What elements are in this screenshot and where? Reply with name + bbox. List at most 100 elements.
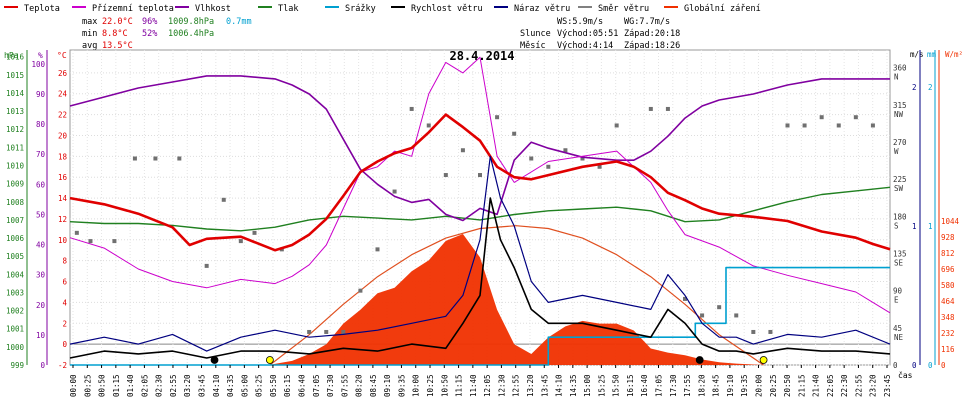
pct-tick-label: 100 [31,60,45,69]
dir-tick-compass: E [894,296,899,305]
wind-direction-point [409,106,414,111]
stat-avg-label: avg [82,41,97,51]
x-tick-label: 15:25 [597,374,606,397]
hpa-tick-label: 1009 [6,180,24,189]
legend-swatch [4,6,18,8]
stat-sun-label: Slunce [520,29,551,39]
temp-tick-label: -2 [58,361,67,370]
stat-moon-rise: Východ:4:14 [557,41,613,51]
stat-wg: WG:7.7m/s [624,17,670,27]
wind-direction-point [597,164,602,169]
x-tick-label: 23:45 [883,374,892,397]
temp-tick-label: 2 [62,319,67,328]
temp-tick-label: 18 [58,152,68,161]
hpa-tick-label: 1002 [6,307,24,316]
x-tick-label: 04:10 [212,374,221,397]
hpa-tick-label: 999 [10,361,24,370]
x-tick-label: 10:25 [426,374,435,397]
stat-max-hum: 96% [142,17,157,27]
legend-item-label: Přízemní teplota [92,4,174,14]
wm2-tick-label: 812 [941,249,955,258]
x-tick-label: 22:55 [854,374,863,397]
dir-tick-compass: S [894,221,899,230]
pct-tick-label: 0 [40,361,45,370]
x-tick-label: 14:10 [555,374,564,397]
x-tick-label: 12:55 [512,374,521,397]
x-tick-label: 14:35 [569,374,578,397]
wind-direction-point [252,230,257,235]
dir-tick-label: 45 [893,324,902,333]
wm2-tick-label: 232 [941,329,955,338]
x-tick-label: 01:15 [112,374,121,397]
hpa-tick-label: 1008 [6,198,25,207]
dir-tick-label: 270 [893,138,907,147]
temp-tick-label: 6 [62,278,67,287]
pct-tick-label: 70 [36,150,46,159]
wind-direction-point [614,123,619,128]
x-tick-label: 02:30 [155,374,164,397]
plot-series [69,56,891,366]
x-tick-label: 16:15 [626,374,635,397]
dir-tick-label: 135 [893,249,907,258]
wind-direction-point [443,173,448,178]
x-tick-label: 00:00 [69,374,78,397]
x-tick-label: 05:00 [240,374,249,397]
temp-tick-label: 26 [58,69,68,78]
dir-tick-label: 315 [893,101,907,110]
x-tick-label: 01:40 [126,374,135,397]
mm-axis-label: mm [927,50,937,59]
hpa-axis-label: hPa [4,51,19,60]
wind-direction-point [324,329,329,334]
dir-tick-compass: SE [894,258,904,267]
x-tick-label: 20:50 [783,374,792,397]
dir-axis-label: m/s [910,50,924,59]
series-global-radiation-area [70,234,890,365]
stat-min-press: 1006.4hPa [168,29,214,39]
x-tick-label: 03:45 [198,374,207,397]
x-tick-label: 10:00 [412,374,421,397]
dir-tick-compass: SW [894,184,904,193]
stat-rain: 0.7mm [226,17,252,27]
wm2-tick-label: 464 [941,297,955,306]
legend-item-label: Směr větru [598,4,649,14]
x-tick-label: 13:20 [526,374,535,397]
legend: Teplota Přízemní teplota Vlhkost Tlak Srážky… [4,4,761,14]
temp-tick-label: 0 [62,340,67,349]
stat-moon-label: Měsíc [520,41,546,51]
legend-item-label: Tlak [278,4,298,14]
x-tick-label: 11:40 [469,374,478,397]
wm2-tick-label: 928 [941,233,955,242]
series-ground-temperature-line [69,56,891,314]
x-tick-label: 02:55 [169,374,178,397]
wind-direction-point [768,329,773,334]
wind-direction-point [478,173,482,178]
temp-tick-label: 10 [58,236,68,245]
dir-tick-label: 180 [893,212,907,221]
x-tick-label: 17:30 [669,374,678,397]
wind-direction-point [88,239,93,244]
wind-direction-point [563,148,568,153]
wind-direction-point [392,189,397,194]
dir-tick-compass: NE [894,333,904,342]
legend-swatch [175,6,189,8]
pct-tick-label: 90 [36,90,46,99]
dir-tick-compass: N [894,73,899,82]
dir-tick-label: 90 [893,287,903,296]
stat-max-label: max [82,17,97,27]
pct-tick-label: 40 [36,241,46,250]
x-tick-label: 17:55 [683,374,692,397]
series-humidity-line [69,75,890,222]
wind-direction-point [307,329,312,334]
x-tick-label: 06:15 [283,374,292,397]
hpa-tick-label: 1014 [6,89,25,98]
legend-swatch [494,6,508,8]
x-tick-label: 12:30 [497,374,506,397]
x-tick-label: 21:15 [797,374,806,397]
legend-swatch [72,6,86,8]
x-axis: 00:00 00:25 00:50 01:15 01:40 02:05 02:30 02:55… [69,365,892,397]
temp-tick-label: 14 [58,194,68,203]
hpa-tick-label: 1011 [6,143,24,152]
legend-item-label: Rychlost větru [411,4,483,14]
